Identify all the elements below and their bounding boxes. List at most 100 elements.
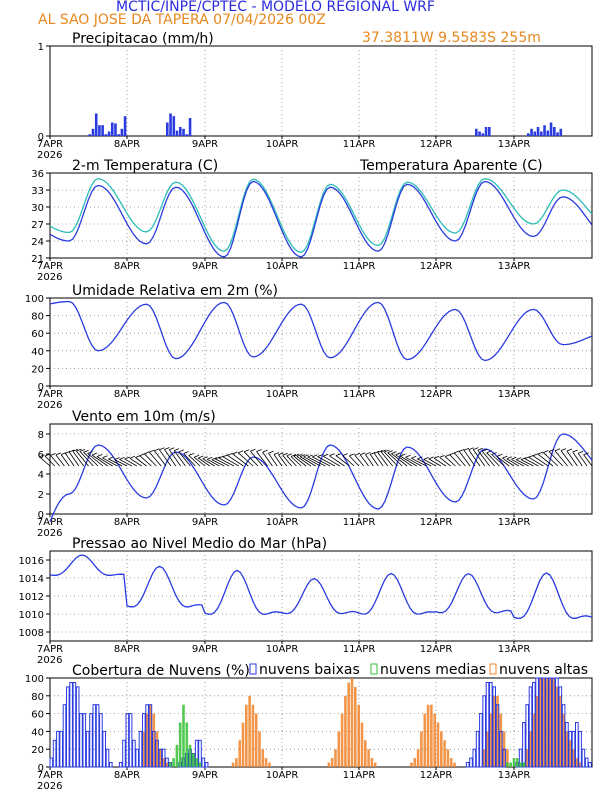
wind-barb-feather — [468, 447, 474, 451]
wind-barb-feather — [491, 452, 497, 455]
panel-title: Cobertura de Nuvens (%) — [72, 663, 250, 679]
wind-barb-feather — [354, 452, 360, 456]
precip-bar — [179, 127, 182, 136]
wind-barb — [262, 451, 273, 467]
cloud-bar-low — [72, 682, 77, 768]
cloud-bar-high — [373, 762, 377, 767]
wind-barb-feather — [215, 456, 221, 460]
cloud-bar-low — [472, 748, 477, 768]
cloud-bar-mid — [195, 758, 198, 767]
cloud-bar-low — [565, 722, 569, 768]
precip-bar — [540, 131, 543, 136]
wind-barb — [286, 455, 297, 467]
wind-barb-feather — [102, 455, 108, 459]
cloud-bar-low — [142, 713, 146, 768]
precip-bar — [91, 128, 95, 136]
y-tick-label: 33 — [31, 186, 44, 197]
wind-barb-feather — [335, 453, 342, 456]
panel-title: 2-m Temperatura (C) — [72, 158, 218, 174]
wind-barb-feather — [39, 454, 45, 458]
cloud-bar-high — [575, 758, 579, 767]
wind-barb-feather — [83, 449, 89, 453]
x-tick-label: 9APR — [192, 139, 218, 150]
panel-1: 21 24 27 30 33 36 7APR 8APR 9APR 10APR 11APR 12APR 1… — [31, 158, 593, 283]
precip-bar — [478, 131, 481, 136]
y-tick-label: 1012 — [19, 592, 44, 603]
panel-frame — [49, 297, 593, 387]
cloud-bar-low — [538, 677, 543, 768]
precip-bar — [123, 116, 127, 136]
wind-barb-feather — [193, 454, 200, 458]
y-tick-label: 6 — [38, 450, 44, 461]
cloud-bar-high — [532, 713, 536, 767]
panel-title: Pressao ao Nivel Medio do Mar (hPa) — [72, 536, 327, 552]
wind-barb-feather — [278, 452, 284, 456]
wind-barb-feather — [72, 448, 79, 452]
wind-barb-feather — [238, 450, 244, 454]
legend-swatch — [489, 663, 497, 675]
cloud-bar-mid — [175, 744, 179, 768]
precip-bar — [94, 113, 98, 136]
cloud-bar-high — [142, 731, 146, 767]
cloud-bar-high — [413, 758, 417, 767]
cloud-bar-low — [161, 748, 166, 768]
wind-barb — [380, 451, 394, 467]
wind-barb — [108, 458, 123, 467]
wind-barb — [307, 456, 326, 467]
wind-barb-feather — [572, 449, 578, 453]
cloud-bar-high — [578, 762, 582, 767]
wind-barb — [64, 452, 75, 467]
legend-label: nuvens altas — [499, 662, 588, 678]
panel-title: Umidade Relativa em 2m (%) — [72, 283, 278, 299]
cloud-bar-low — [95, 704, 100, 768]
wind-barb — [256, 451, 268, 467]
cloud-bar-high — [330, 758, 334, 767]
wind-barb-feather — [543, 450, 549, 453]
cloud-bar-low — [558, 686, 563, 768]
cloud-bar-high — [261, 749, 265, 767]
wind-barb-feather — [554, 448, 561, 452]
wind-barb — [129, 457, 142, 467]
precip-bar — [107, 131, 111, 136]
cloud-bar-low — [578, 730, 582, 768]
wind-barb-feather — [144, 451, 150, 455]
wind-barb — [577, 453, 588, 467]
wind-barb-feather — [377, 450, 383, 453]
cloud-bar-low — [66, 686, 70, 768]
precip-bar — [88, 134, 92, 136]
wind-barb-feather — [222, 454, 229, 458]
x-tick-label: 7APR — [37, 644, 63, 655]
wind-barb — [349, 455, 360, 467]
wind-barb-feather — [405, 454, 411, 458]
y-tick-label: 20 — [31, 364, 44, 375]
x-tick-label: 8APR — [114, 139, 140, 150]
cloud-bar-high — [251, 704, 255, 767]
x-tick-label: 13APR — [498, 517, 531, 528]
legend-label: nuvens baixas — [259, 662, 360, 678]
wind-barb-feather — [349, 453, 355, 457]
wind-barb-feather — [164, 447, 170, 450]
cloud-bar-mid — [182, 704, 185, 767]
wind-barb-feather — [317, 454, 323, 457]
wind-barb — [243, 451, 259, 467]
cloud-bar-low — [85, 730, 90, 768]
wind-barb — [395, 454, 413, 467]
precip-bar — [527, 133, 530, 136]
wind-barb-feather — [114, 457, 120, 460]
cloud-bar-low — [532, 682, 536, 768]
x-year-label: 2026 — [37, 150, 62, 161]
precip-bar — [556, 132, 559, 136]
wind-barb — [83, 452, 99, 467]
wind-barb-feather — [528, 454, 534, 458]
cloud-bar-high — [364, 740, 367, 767]
x-tick-label: 8APR — [114, 261, 140, 272]
wind-barb — [560, 450, 573, 467]
wind-barb-feather — [87, 451, 93, 454]
wind-barb-feather — [273, 452, 280, 455]
cloud-bar-low — [495, 704, 500, 768]
wind-barb-feather — [360, 452, 366, 456]
wind-barb — [554, 450, 568, 467]
wind-barb-feather — [139, 453, 145, 457]
cloud-bar-high — [165, 762, 169, 767]
